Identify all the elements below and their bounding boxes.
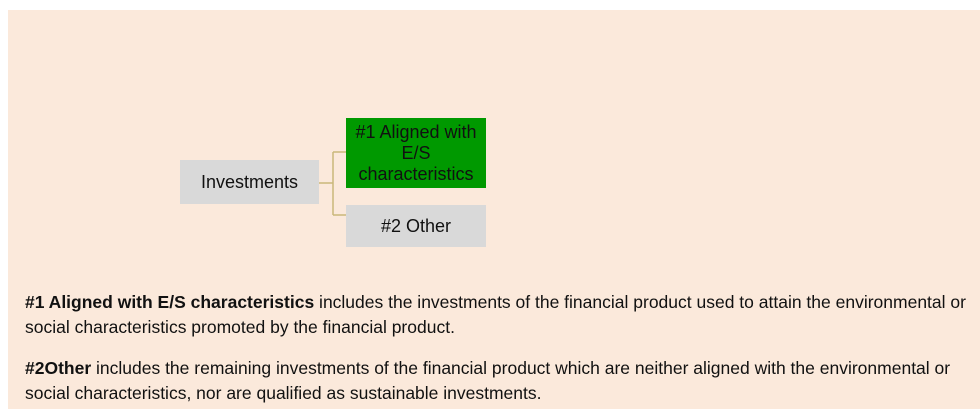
note-text: includes the investments of the financia… bbox=[25, 292, 966, 337]
node-investments: Investments bbox=[180, 160, 319, 204]
note-term: #2Other bbox=[25, 358, 92, 378]
note-2: #2Other includes the remaining investmen… bbox=[25, 356, 975, 406]
node-other: #2 Other bbox=[346, 205, 486, 247]
note-1: #1 Aligned with E/S characteristics incl… bbox=[25, 290, 975, 340]
note-text: includes the remaining investments of th… bbox=[25, 358, 951, 403]
connectors bbox=[319, 151, 346, 216]
panel: Investments #1 Aligned with E/S characte… bbox=[8, 10, 980, 409]
node-aligned: #1 Aligned with E/S characteristics bbox=[346, 118, 486, 188]
note-term: #1 Aligned with E/S characteristics bbox=[25, 292, 315, 312]
